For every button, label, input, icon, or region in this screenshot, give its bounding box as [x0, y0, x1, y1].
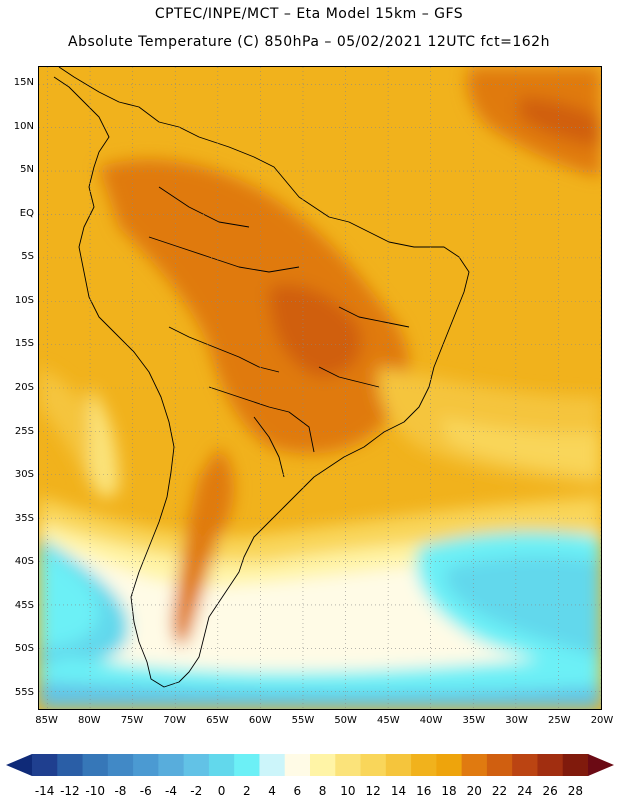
colorbar-tick-label: 16 [416, 784, 432, 798]
lat-tick-label: 45S [14, 599, 34, 611]
colorbar-tick-label: 6 [293, 784, 302, 798]
lat-tick-label: 50S [14, 643, 34, 655]
colorbar-tick-label: -6 [139, 784, 152, 798]
colorbar-swatch [234, 754, 260, 776]
lat-tick-label: 30S [14, 469, 34, 481]
lat-tick-label: 10N [13, 120, 34, 132]
lon-tick-label: 40W [419, 715, 443, 726]
colorbar-tick-label: -4 [165, 784, 177, 798]
lon-tick-label: 60W [248, 715, 272, 726]
colorbar-swatch [385, 754, 412, 776]
colorbar-tick-label: -12 [60, 784, 80, 798]
map-title-line1: CPTEC/INPE/MCT – Eta Model 15km – GFS [154, 6, 464, 22]
colorbar-swatch [284, 754, 311, 776]
colorbar-swatch [512, 754, 538, 776]
colorbar-tick-label: 8 [318, 784, 327, 798]
colorbar-tick-label: -10 [85, 784, 105, 798]
colorbar-swatch [360, 754, 387, 776]
lat-tick-label: 5S [21, 251, 34, 263]
temperature-colorbar [6, 754, 614, 776]
colorbar-tick-label: -14 [34, 784, 55, 798]
colorbar-tick-label: 10 [340, 784, 356, 798]
colorbar-underflow-arrow [6, 754, 32, 776]
colorbar-swatch [133, 754, 159, 776]
colorbar-tick-label: 12 [365, 784, 381, 798]
colorbar-tick-label: 2 [242, 784, 251, 798]
temperature-field [39, 67, 601, 709]
lon-tick-label: 65W [206, 715, 229, 726]
lon-tick-label: 75W [120, 715, 144, 726]
lon-tick-label: 35W [462, 715, 486, 726]
lon-tick-label: 25W [547, 715, 571, 726]
lat-tick-label: 35S [14, 512, 34, 524]
colorbar-swatch [259, 754, 286, 776]
colorbar-tick-label: 28 [567, 784, 583, 798]
lon-tick-label: 55W [291, 715, 315, 726]
colorbar-swatch [82, 754, 109, 776]
colorbar-tick-label: 14 [390, 784, 407, 798]
lat-tick-label: EQ [19, 207, 34, 219]
colorbar-swatch [57, 754, 84, 776]
colorbar-tick-label: -8 [114, 784, 127, 798]
colorbar-swatch [411, 754, 437, 776]
colorbar-tick-label: 24 [517, 784, 533, 798]
colorbar-swatch [208, 754, 235, 776]
colorbar-swatch [310, 754, 336, 776]
colorbar-tick-label: -2 [190, 784, 203, 798]
colorbar-swatch [461, 754, 488, 776]
colorbar-swatch [158, 754, 185, 776]
lat-tick-label: 25S [14, 425, 34, 437]
lon-tick-label: 50W [334, 715, 357, 726]
colorbar-tick-label: 18 [441, 784, 457, 798]
lon-tick-label: 70W [163, 715, 187, 726]
colorbar-swatch [107, 754, 134, 776]
lon-tick-label: 45W [377, 715, 400, 726]
lat-tick-label: 5N [20, 164, 34, 176]
lon-tick-label: 85W [35, 715, 58, 726]
colorbar-swatch [486, 754, 513, 776]
lat-tick-label: 40S [14, 556, 34, 568]
lon-tick-label: 30W [505, 715, 528, 726]
lon-tick-label: 20W [590, 715, 614, 726]
colorbar-swatch [335, 754, 362, 776]
colorbar-tick-label: 26 [542, 784, 558, 798]
colorbar-tick-label: 0 [217, 784, 226, 798]
lat-tick-label: 15S [14, 338, 34, 350]
lat-tick-label: 15N [13, 77, 34, 89]
map-title-line2: Absolute Temperature (C) 850hPa – 05/02/… [68, 34, 550, 50]
colorbar-tick-label: 4 [268, 784, 276, 798]
lon-tick-label: 80W [77, 715, 101, 726]
colorbar-tick-label: 22 [491, 784, 508, 798]
colorbar-tick-label: 20 [466, 784, 482, 798]
colorbar-overflow-arrow [588, 754, 614, 776]
colorbar-swatch [562, 754, 589, 776]
colorbar-swatch [537, 754, 564, 776]
colorbar-swatch [436, 754, 463, 776]
map-panel[interactable] [38, 66, 602, 710]
lat-tick-label: 10S [14, 294, 34, 306]
colorbar-swatch [32, 754, 58, 776]
lat-tick-label: 20S [14, 382, 34, 393]
colorbar-swatch [183, 754, 210, 776]
lat-tick-label: 55S [14, 686, 34, 698]
